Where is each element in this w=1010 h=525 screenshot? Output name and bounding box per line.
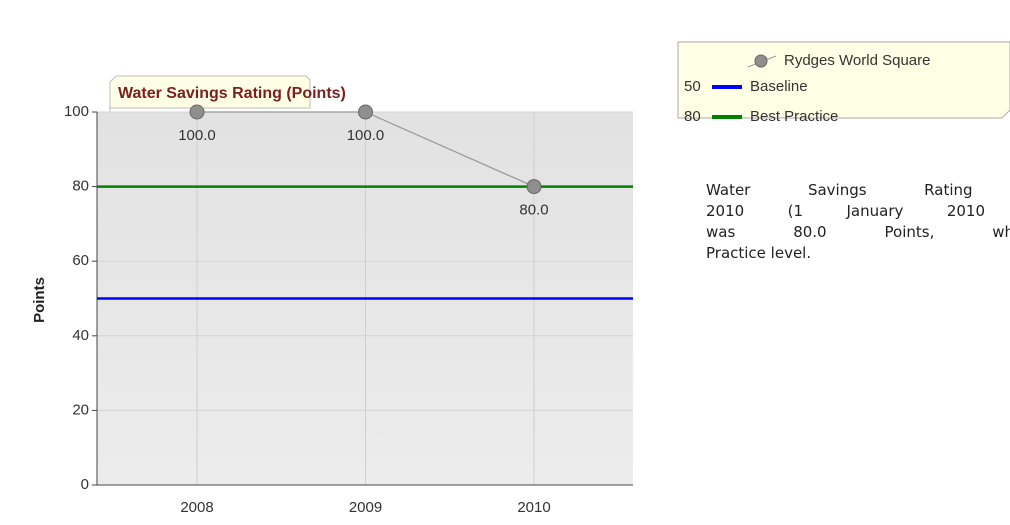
point	[358, 104, 373, 120]
legend-value: 80	[684, 108, 701, 125]
note-line: Water Savings Rating (	[706, 181, 1010, 199]
layer: 0 20 40 60 80 100 2008 2009 2010 100.0 100.0 80.0 Ry…	[64, 52, 931, 516]
y-tick-label: 80	[72, 178, 89, 195]
y-tick-label: 40	[72, 327, 89, 344]
y-axis-label: Points	[31, 277, 48, 323]
x-tick-label: 2009	[349, 499, 382, 516]
y-tick-label: 100	[64, 103, 89, 120]
y-tick-label: 20	[72, 401, 89, 418]
point	[526, 179, 542, 195]
point	[189, 104, 205, 120]
note: Water Savings Rating ( 2010 (1 January 20…	[706, 180, 1010, 264]
legend-label: Best Practice	[750, 108, 838, 125]
note-line: was 80.0 Points, which	[706, 223, 1010, 241]
y-tick-label: 0	[81, 476, 89, 493]
legend-label: Rydges World Square	[784, 52, 930, 69]
data-label: 100.0	[178, 127, 216, 144]
note-line: Practice level.	[706, 244, 812, 262]
title-tab	[109, 75, 311, 112]
data-label: 80.0	[519, 202, 548, 219]
legend-value: 50	[684, 78, 701, 95]
y-tick-label: 60	[72, 252, 89, 269]
legend-marker	[754, 54, 768, 68]
chart-title: Water Savings Rating (Points)	[118, 85, 346, 102]
note-line: 2010 (1 January 2010 –	[706, 202, 1010, 220]
x-tick-label: 2008	[180, 499, 213, 516]
data-label: 100.0	[347, 127, 385, 144]
legend-label: Baseline	[750, 78, 808, 95]
x-tick-label: 2010	[517, 499, 550, 516]
